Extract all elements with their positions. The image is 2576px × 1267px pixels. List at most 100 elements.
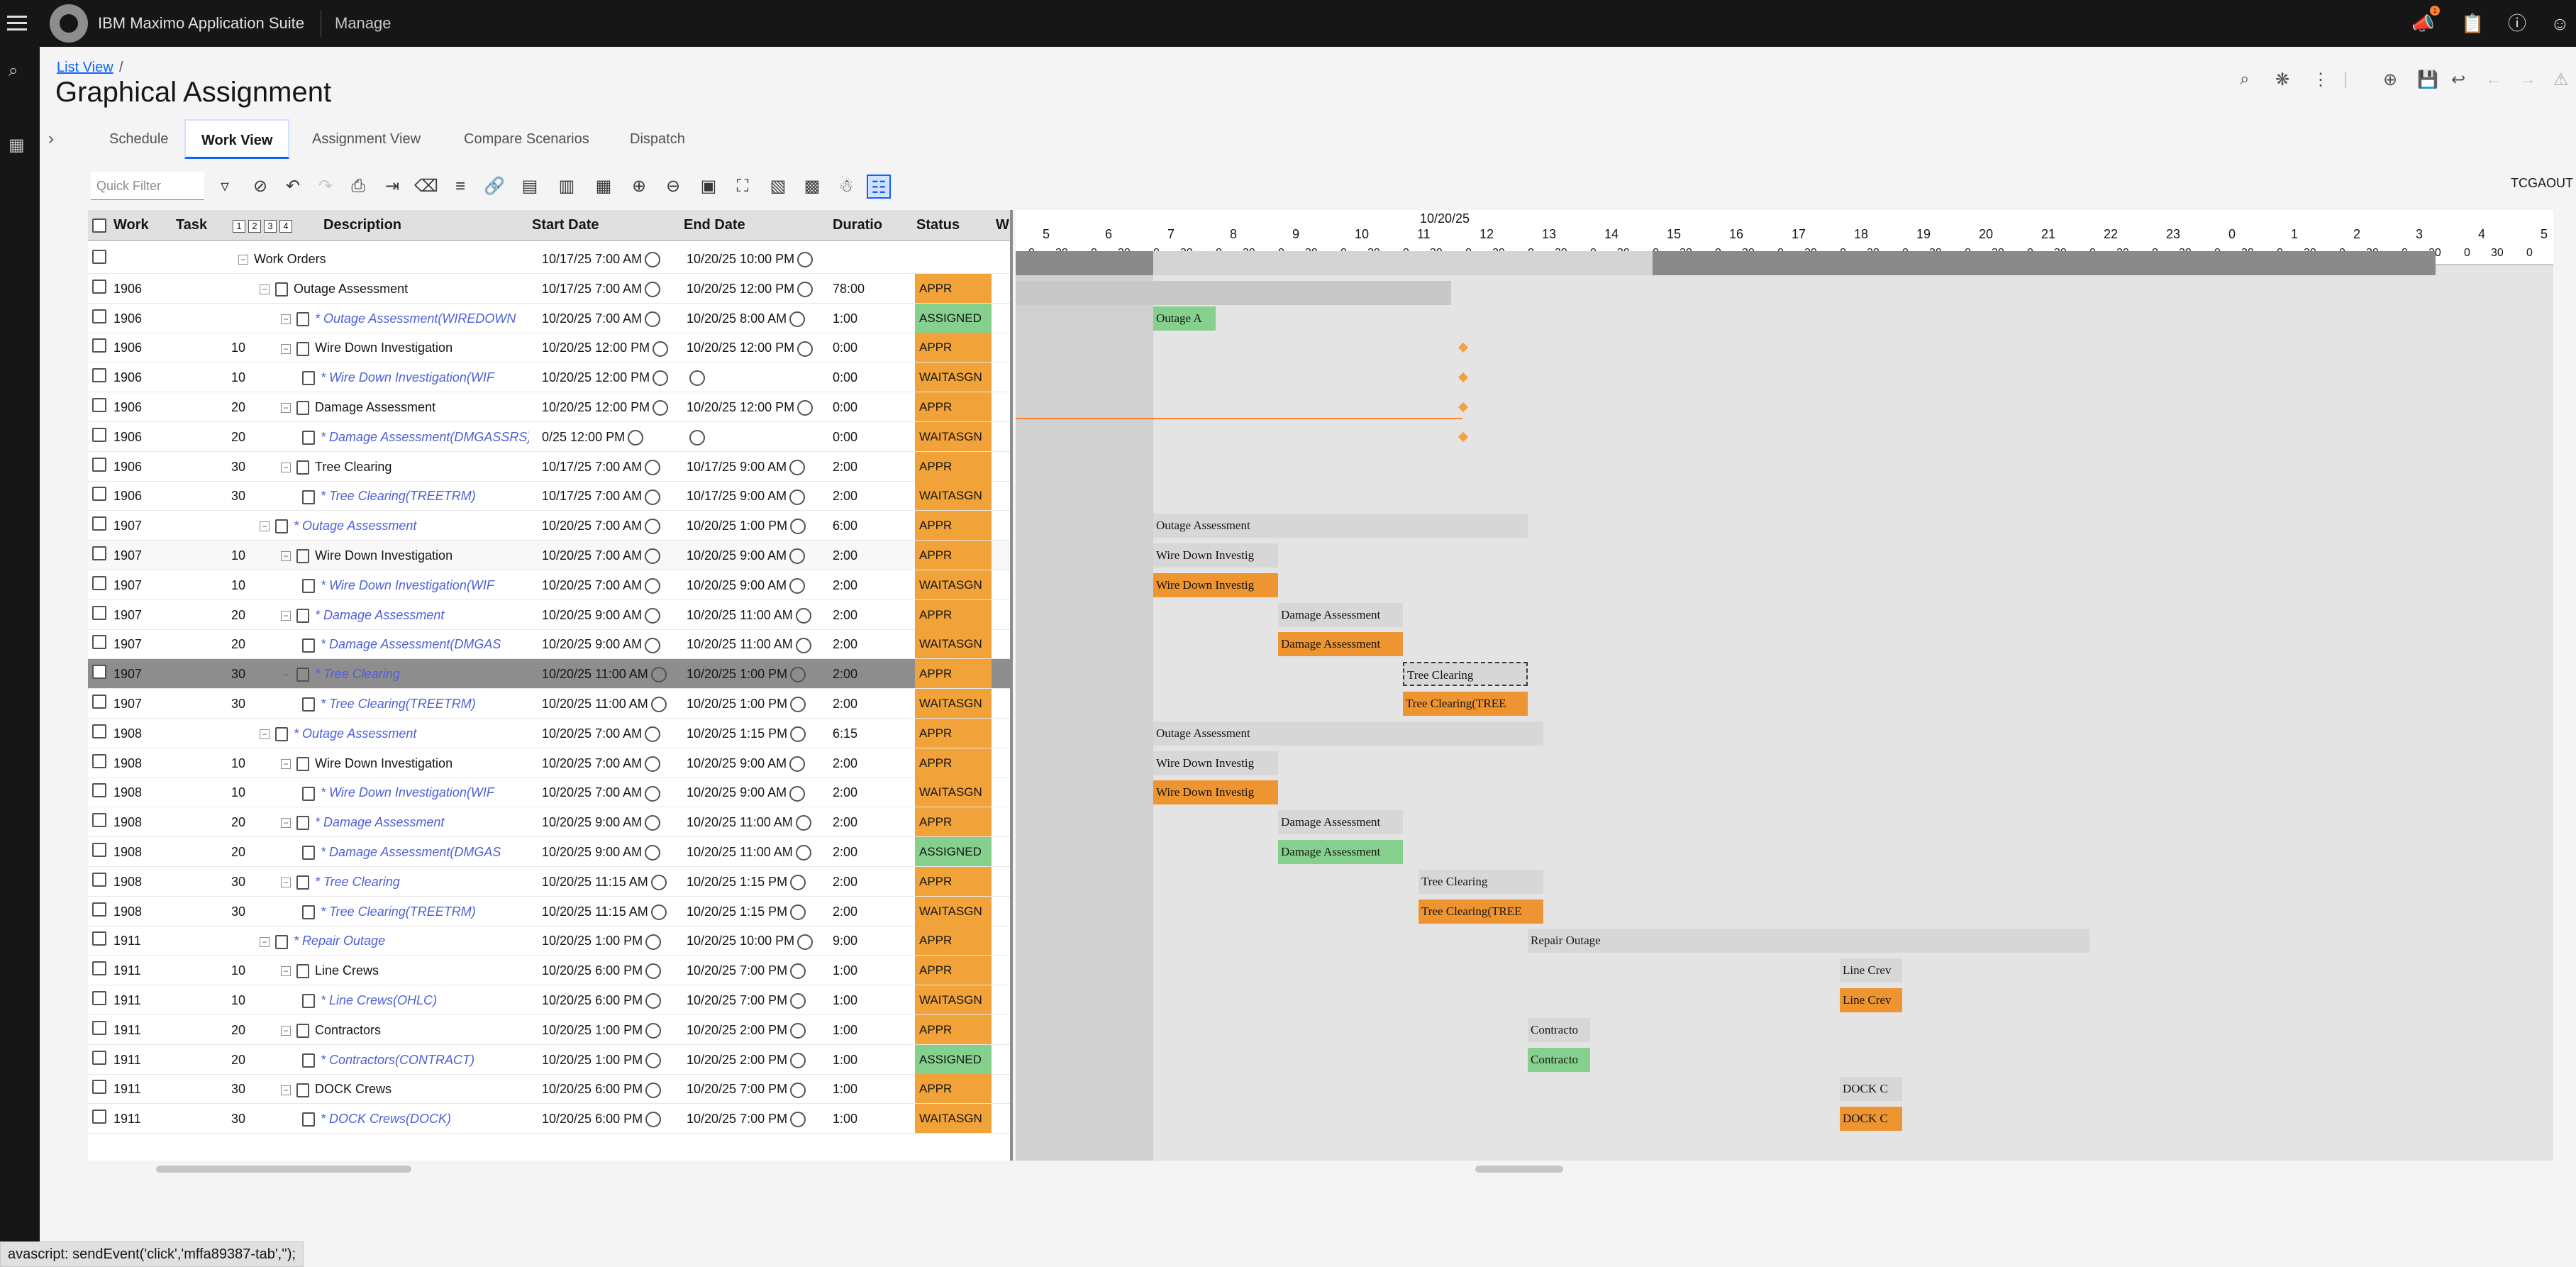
cell-description[interactable]: * Line Crews(OHLC) xyxy=(302,993,529,1009)
delete-icon[interactable]: ⌫ xyxy=(414,177,438,196)
calendar-icon[interactable] xyxy=(645,252,661,268)
row-checkbox[interactable] xyxy=(92,783,106,801)
description-text[interactable]: * Wire Down Investigation(WIF xyxy=(321,577,494,592)
checkbox[interactable] xyxy=(92,635,106,650)
calendar-icon[interactable] xyxy=(790,963,806,980)
row-checkbox[interactable] xyxy=(92,931,106,949)
row-checkbox[interactable] xyxy=(92,368,106,386)
gantt-bar[interactable]: Tree Clearing(TREE xyxy=(1419,899,1543,924)
calendar-icon[interactable] xyxy=(789,311,806,327)
cell-description[interactable]: − Contractors xyxy=(281,1023,529,1039)
table-row[interactable]: 1907 30 − * Tree Clearing 10/20/25 11:00 AM 1… xyxy=(88,659,1010,690)
cell-description[interactable]: − * Tree Clearing xyxy=(281,875,529,890)
checkbox[interactable] xyxy=(92,338,106,353)
table-row[interactable]: 1908 20 − * Damage Assessment 10/20/25 9:00 … xyxy=(88,807,1010,838)
schedule-icon[interactable]: ▦ xyxy=(595,177,612,196)
cell-description[interactable]: * Wire Down Investigation(WIF xyxy=(302,577,529,594)
table-row[interactable]: − Work Orders 10/17/25 7:00 AM 10/20/25 10:… xyxy=(88,244,1010,274)
quick-filter-input[interactable]: Quick Filter xyxy=(91,172,204,200)
level-4-button[interactable]: 4 xyxy=(279,220,292,233)
collapse-icon[interactable]: − xyxy=(281,878,291,888)
row-checkbox[interactable] xyxy=(92,991,106,1009)
checkbox[interactable] xyxy=(92,665,106,680)
cell-description[interactable]: * Wire Down Investigation(WIF xyxy=(302,785,529,801)
calendar-icon[interactable] xyxy=(789,459,806,475)
cell-description[interactable]: − * Outage Assessment xyxy=(260,726,529,742)
milestone-marker[interactable] xyxy=(1458,372,1469,383)
cell-description[interactable]: − Work Orders xyxy=(238,252,529,267)
collapse-icon[interactable]: − xyxy=(281,610,291,621)
warning-icon[interactable]: ⚠ xyxy=(2553,70,2569,89)
gantt-bar[interactable]: Wire Down Investig xyxy=(1153,572,1278,597)
module-name[interactable]: Manage xyxy=(335,14,392,32)
row-checkbox[interactable] xyxy=(92,338,106,356)
search-icon[interactable]: ⌕ xyxy=(9,61,18,80)
table-row[interactable]: 1911 20 − Contractors 10/20/25 1:00 PM 10/20/… xyxy=(88,1014,1010,1045)
gantt-bar[interactable]: Line Crev xyxy=(1840,958,1902,983)
cell-description[interactable]: − Line Crews xyxy=(281,963,529,979)
gantt-bar[interactable]: Damage Assessment xyxy=(1278,840,1403,864)
calendar-icon[interactable] xyxy=(790,1052,806,1068)
calendar-icon[interactable] xyxy=(645,815,661,831)
col-task[interactable]: Task xyxy=(176,217,208,233)
calendar-icon[interactable] xyxy=(645,578,661,594)
calendar-icon[interactable] xyxy=(653,370,669,387)
fullscreen-icon[interactable]: ⛶ xyxy=(736,177,749,196)
collapse-icon[interactable]: − xyxy=(281,818,291,829)
gantt-bar[interactable]: DOCK C xyxy=(1840,1077,1902,1102)
checkbox[interactable] xyxy=(92,902,106,917)
checkbox[interactable] xyxy=(92,575,106,590)
calendar-icon[interactable] xyxy=(650,875,667,891)
checkbox[interactable] xyxy=(92,605,106,620)
row-checkbox[interactable] xyxy=(92,279,106,297)
checkbox[interactable] xyxy=(92,724,106,738)
description-text[interactable]: * DOCK Crews(DOCK) xyxy=(321,1112,452,1127)
col-w[interactable]: W xyxy=(996,217,1009,233)
checkbox[interactable] xyxy=(92,279,106,294)
gantt-bar[interactable]: Contracto xyxy=(1528,1047,1590,1072)
overflow-menu-icon[interactable]: ⋮ xyxy=(2312,70,2329,89)
row-checkbox[interactable] xyxy=(92,575,106,594)
description-text[interactable]: * Tree Clearing(TREETRM) xyxy=(321,489,476,504)
checkbox[interactable] xyxy=(92,1080,106,1095)
gantt-bar[interactable]: Tree Clearing xyxy=(1403,662,1528,687)
checkbox[interactable] xyxy=(92,1020,106,1035)
calendar-icon[interactable] xyxy=(789,785,806,802)
cell-description[interactable]: − Wire Down Investigation xyxy=(281,341,529,356)
description-text[interactable]: * Wire Down Investigation(WIF xyxy=(321,370,494,385)
calendar-icon[interactable] xyxy=(797,252,814,268)
description-text[interactable]: * Tree Clearing(TREETRM) xyxy=(321,904,476,919)
calendar-icon[interactable] xyxy=(645,519,661,535)
save-icon[interactable]: 💾 xyxy=(2417,70,2438,89)
table-row[interactable]: 1908 20 * Damage Assessment(DMGAS 10/20/25 … xyxy=(88,837,1010,867)
description-text[interactable]: * Wire Down Investigation(WIF xyxy=(321,785,494,800)
clipboard-icon[interactable]: 📋 xyxy=(2461,13,2485,34)
cell-description[interactable]: * Tree Clearing(TREETRM) xyxy=(302,904,529,919)
level-3-button[interactable]: 3 xyxy=(264,220,277,233)
calendar-icon[interactable] xyxy=(790,993,806,1009)
calendar-icon[interactable] xyxy=(645,637,661,653)
print-icon[interactable]: ⎙ xyxy=(351,177,365,196)
calendar-icon[interactable] xyxy=(790,726,806,743)
calendar-icon[interactable] xyxy=(650,904,667,920)
description-text[interactable]: * Contractors(CONTRACT) xyxy=(321,1052,475,1067)
checkbox[interactable] xyxy=(92,487,106,502)
calendar-icon[interactable] xyxy=(795,815,811,831)
table-row[interactable]: 1907 30 * Tree Clearing(TREETRM) 10/20/25 1… xyxy=(88,689,1010,719)
cell-description[interactable]: − * Damage Assessment xyxy=(281,815,529,831)
table-row[interactable]: 1907 20 * Damage Assessment(DMGAS 10/20/25 … xyxy=(88,629,1010,660)
gantt-bar[interactable]: Tree Clearing(TREE xyxy=(1403,692,1528,716)
calendar-icon[interactable] xyxy=(628,430,644,446)
calendar-icon[interactable] xyxy=(689,430,705,446)
redo-icon[interactable]: ↷ xyxy=(318,177,333,196)
description-text[interactable]: * Line Crews(OHLC) xyxy=(321,993,438,1007)
tab-work-view[interactable]: Work View xyxy=(184,119,290,159)
table-row[interactable]: 1906 30 − Tree Clearing 10/17/25 7:00 AM 10/1… xyxy=(88,451,1010,482)
collapse-icon[interactable]: − xyxy=(281,403,291,414)
description-text[interactable]: * Damage Assessment xyxy=(315,815,445,830)
calendar-icon[interactable] xyxy=(797,934,814,950)
apps-icon[interactable]: ▦ xyxy=(9,135,25,155)
gantt-bar[interactable]: Damage Assessment xyxy=(1278,810,1403,835)
collapse-icon[interactable]: − xyxy=(281,343,291,354)
col-status[interactable]: Status xyxy=(916,217,960,233)
